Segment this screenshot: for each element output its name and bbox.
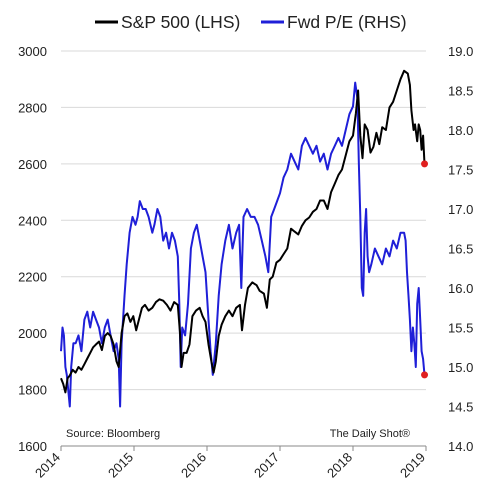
right-tick-label-16.5: 16.5: [448, 242, 473, 257]
left-tick-label-2200: 2200: [18, 270, 47, 285]
source-note: Source: Bloomberg: [66, 428, 160, 440]
left-tick-label-2800: 2800: [18, 100, 47, 115]
right-tick-label-15.0: 15.0: [448, 360, 473, 375]
legend-label-fwd-pe: Fwd P/E (RHS): [287, 12, 407, 32]
x-tick-label-2015: 2015: [105, 450, 136, 481]
right-tick-label-16.0: 16.0: [448, 281, 473, 296]
left-tick-label-1800: 1800: [18, 383, 47, 398]
left-tick-label-1600: 1600: [18, 439, 47, 454]
right-tick-label-18.0: 18.0: [448, 123, 473, 138]
left-tick-label-2000: 2000: [18, 326, 47, 341]
left-tick-label-2600: 2600: [18, 157, 47, 172]
right-tick-label-17.5: 17.5: [448, 163, 473, 178]
x-axis: 2014 2015 2016 2017 2018 2019: [32, 445, 428, 481]
right-tick-label-18.5: 18.5: [448, 84, 473, 99]
right-axis-tick-labels: 14.0 14.5 15.0 15.5 16.0 16.5 17.0 17.5 18.0 18.5…: [448, 44, 473, 454]
x-tick-label-2019: 2019: [397, 450, 428, 481]
right-tick-label-15.5: 15.5: [448, 321, 473, 336]
brand-note: The Daily Shot®: [330, 428, 410, 440]
right-tick-label-14.0: 14.0: [448, 439, 473, 454]
endpoint-marker-fwd-pe: [421, 371, 429, 379]
right-tick-label-14.5: 14.5: [448, 400, 473, 415]
endpoint-marker-sp500: [421, 160, 429, 168]
left-tick-label-2400: 2400: [18, 213, 47, 228]
series-line-sp500: [60, 69, 426, 394]
right-tick-label-19.0: 19.0: [448, 44, 473, 59]
legend-label-sp500: S&P 500 (LHS): [121, 12, 240, 32]
x-tick-label-2016: 2016: [178, 450, 209, 481]
left-tick-label-3000: 3000: [18, 44, 47, 59]
x-tick-label-2018: 2018: [324, 450, 355, 481]
endpoint-markers: [421, 160, 429, 379]
legend: S&P 500 (LHS) Fwd P/E (RHS): [95, 12, 407, 32]
left-axis-tick-labels: 1600 1800 2000 2200 2400 2600 2800 3000: [18, 44, 47, 454]
series-lines: [60, 69, 426, 408]
x-tick-label-2017: 2017: [251, 450, 282, 481]
right-tick-label-17.0: 17.0: [448, 202, 473, 217]
x-tick-label-2014: 2014: [32, 450, 63, 481]
